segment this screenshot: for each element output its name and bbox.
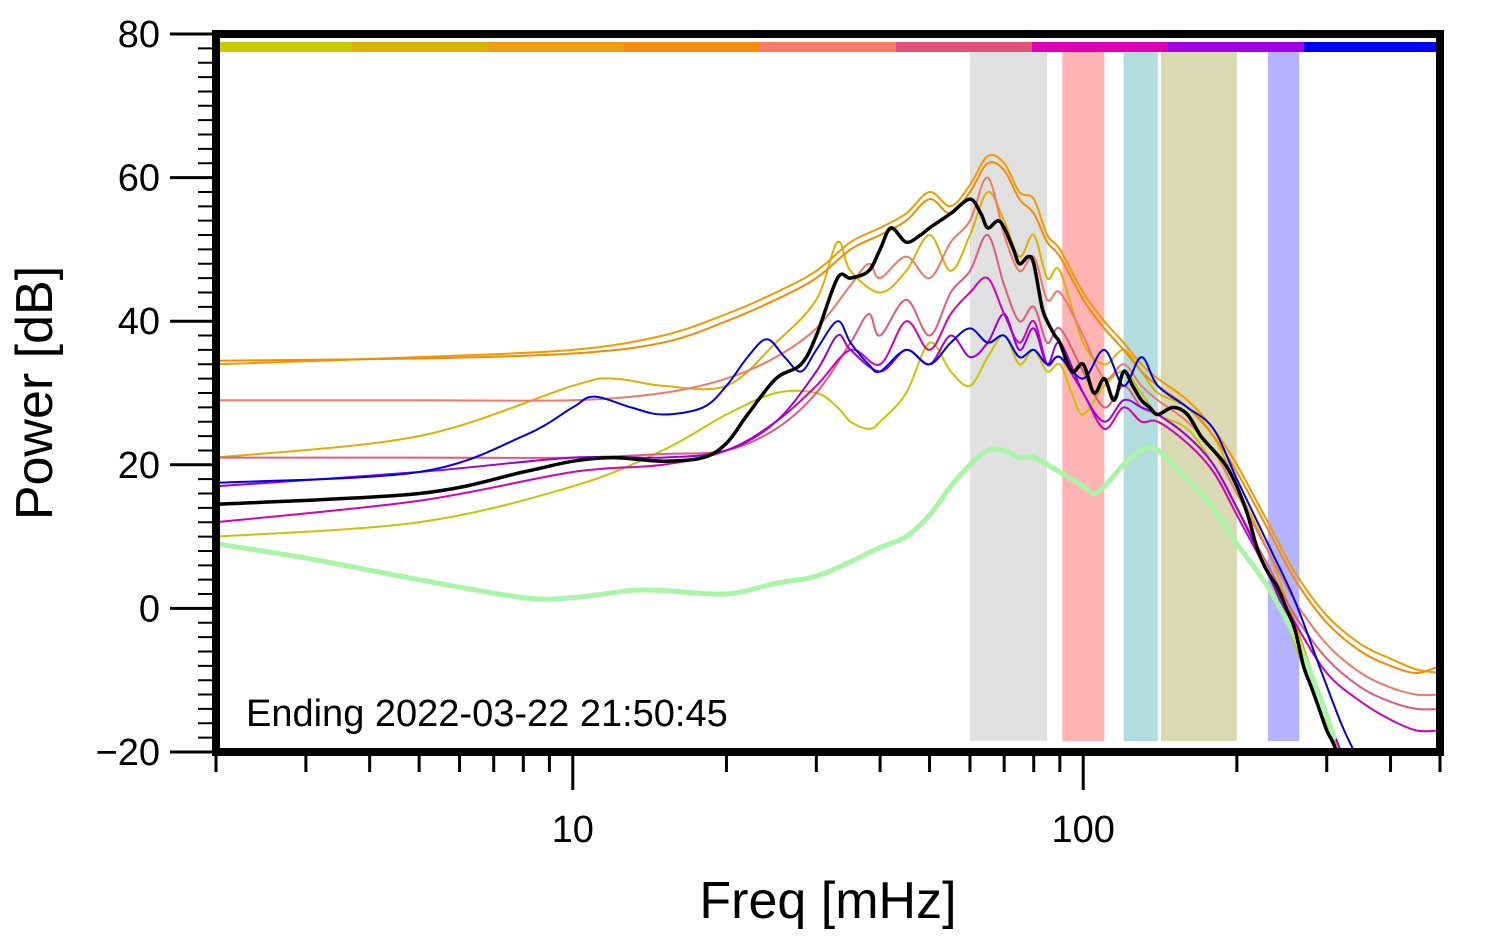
x-tick-label: 100 bbox=[1052, 809, 1115, 851]
series-black-mean bbox=[216, 197, 1339, 752]
color-strip-segment-9 bbox=[1304, 42, 1441, 52]
y-tick-label: 0 bbox=[139, 588, 160, 630]
series-lines bbox=[216, 153, 1440, 752]
color-strip-segment-5 bbox=[760, 42, 897, 52]
series-pink-red bbox=[216, 234, 1440, 711]
y-tick-label: 20 bbox=[118, 445, 160, 487]
color-strip-segment-2 bbox=[352, 42, 489, 52]
x-axis-title: Freq [mHz] bbox=[699, 872, 956, 930]
band-1 bbox=[969, 52, 1048, 741]
series-gold bbox=[216, 190, 1342, 752]
color-strip-segment-8 bbox=[1168, 42, 1305, 52]
series-orange-a bbox=[216, 153, 1440, 674]
color-strip bbox=[216, 42, 1441, 52]
series-light-green-reference bbox=[216, 445, 1337, 741]
color-strip-segment-6 bbox=[896, 42, 1033, 52]
color-strip-segment-1 bbox=[216, 42, 353, 52]
y-tick-label: −20 bbox=[96, 732, 160, 774]
y-tick-label: 40 bbox=[118, 301, 160, 343]
y-axis-title: Power [dB] bbox=[6, 266, 64, 520]
series-violet bbox=[216, 313, 1343, 752]
x-tick-label: 10 bbox=[552, 809, 594, 851]
series-magenta bbox=[216, 276, 1440, 733]
plot-frame bbox=[212, 30, 1444, 756]
y-tick-label: 60 bbox=[118, 158, 160, 200]
y-axis-ticks: −20 0 20 40 60 80 bbox=[96, 14, 216, 774]
color-strip-segment-3 bbox=[488, 42, 625, 52]
series-orange-b bbox=[216, 161, 1440, 674]
x-axis-ticks: 10 100 bbox=[214, 752, 1442, 851]
y-tick-label: 80 bbox=[118, 14, 160, 56]
color-strip-segment-4 bbox=[624, 42, 761, 52]
annotation-ending-time: Ending 2022-03-22 21:50:45 bbox=[246, 693, 728, 735]
color-strip-segment-7 bbox=[1032, 42, 1169, 52]
series-blue bbox=[216, 320, 1356, 752]
series-salmon bbox=[216, 176, 1440, 697]
